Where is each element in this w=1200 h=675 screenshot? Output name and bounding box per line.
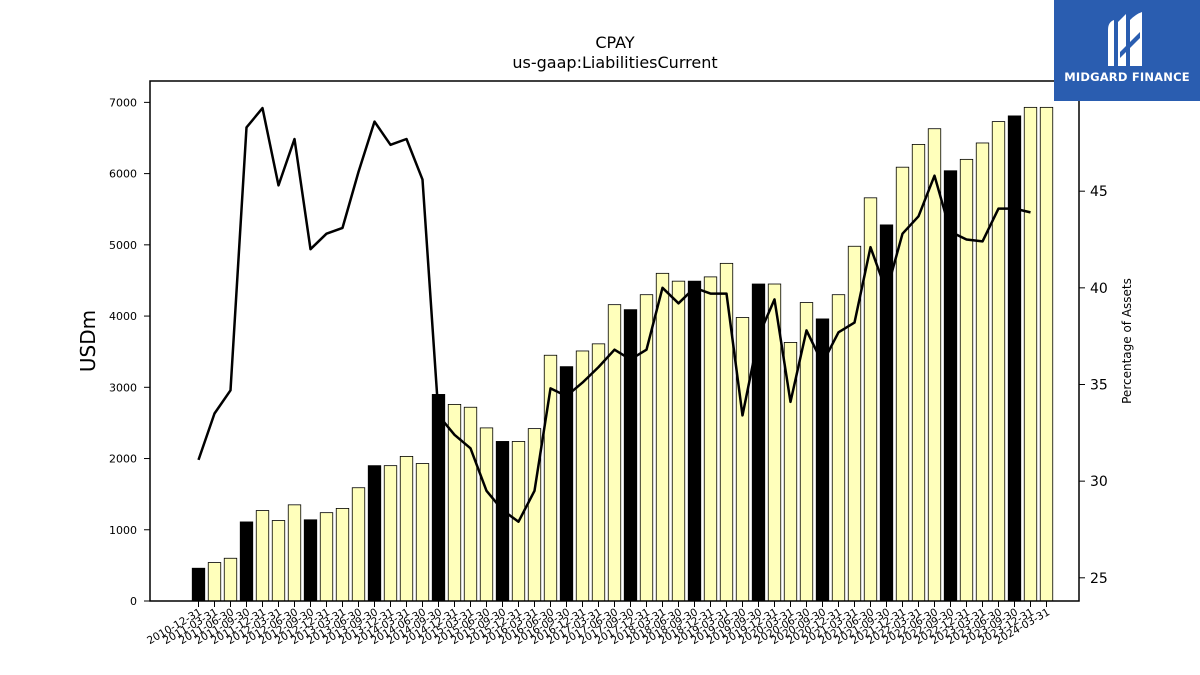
- bar-2019-03-31: [719, 262, 734, 602]
- y2-tick-label: 30: [1090, 474, 1108, 490]
- bar-2017-09-30: [623, 309, 638, 602]
- y-tick-label: 6000: [109, 168, 137, 181]
- x-axis: 2010-12-312011-03-312011-06-302011-09-30…: [145, 601, 1052, 647]
- bar-2014-03-31: [399, 455, 414, 602]
- brand-logo: MIDGARD FINANCE: [1054, 0, 1200, 101]
- bar-2013-03-31: [335, 507, 350, 602]
- bar-2012-06-30: [287, 504, 302, 602]
- bar-2015-03-31: [463, 406, 478, 602]
- y2-tick-label: 35: [1090, 377, 1108, 393]
- bar-2015-09-30: [495, 441, 510, 602]
- percentage-line: [197, 106, 1031, 523]
- bar-2013-09-30: [367, 465, 382, 602]
- bar-2014-09-30: [431, 394, 446, 602]
- bar-2012-12-31: [319, 512, 334, 602]
- y-axis-left: 0 1000 2000 3000 4000 5000 6000 7000: [109, 96, 150, 608]
- bar-2023-09-30: [1007, 115, 1022, 602]
- bar-2024-03-31: [1039, 106, 1054, 602]
- bar-2022-12-31: [959, 158, 974, 602]
- bar-2016-03-31: [527, 428, 542, 602]
- bar-2018-03-31: [655, 272, 670, 602]
- bar-2011-06-30: [223, 557, 238, 602]
- bar-2019-09-30: [751, 283, 766, 602]
- bar-2023-06-30: [991, 121, 1006, 602]
- bar-2023-03-31: [975, 142, 990, 602]
- bar-2011-09-30: [239, 521, 254, 602]
- bar-2018-12-31: [703, 276, 718, 602]
- brand-name: MIDGARD FINANCE: [1064, 70, 1190, 84]
- chart-title: CPAY: [595, 33, 635, 52]
- chart-subtitle: us-gaap:LiabilitiesCurrent: [512, 53, 717, 72]
- bar-2013-12-31: [383, 465, 398, 602]
- bar-2011-12-31: [255, 510, 270, 602]
- bar-2018-06-30: [671, 280, 686, 602]
- bar-2019-06-30: [735, 317, 750, 602]
- bar-2022-03-31: [911, 143, 926, 602]
- y-tick-label: 1000: [109, 524, 137, 537]
- bar-2022-06-30: [927, 128, 942, 602]
- y2-tick-label: 25: [1090, 571, 1108, 587]
- y2-axis-label: Percentage of Assets: [1120, 278, 1134, 404]
- bar-2017-03-31: [591, 343, 606, 602]
- bar-2016-12-31: [575, 350, 590, 602]
- bar-2017-12-31: [639, 294, 654, 602]
- bar-2015-06-30: [479, 427, 494, 602]
- bar-2010-12-31: [191, 567, 206, 602]
- bar-2018-09-30: [687, 280, 702, 602]
- y2-tick-label: 40: [1090, 281, 1108, 297]
- y-tick-label: 3000: [109, 381, 137, 394]
- bar-2014-06-30: [415, 463, 430, 602]
- y-tick-label: 0: [130, 595, 137, 608]
- y-tick-label: 7000: [109, 96, 137, 109]
- bar-2016-09-30: [559, 366, 574, 602]
- y-tick-label: 2000: [109, 453, 137, 466]
- y-tick-label: 4000: [109, 310, 137, 323]
- y-axis-right: 25 30 35 40 45: [1079, 184, 1108, 587]
- y2-tick-label: 45: [1090, 184, 1108, 200]
- bar-2012-09-30: [303, 519, 318, 602]
- midgard-logo-icon: [1108, 12, 1142, 66]
- bar-2023-12-31: [1023, 106, 1038, 602]
- bar-2012-03-31: [271, 520, 286, 602]
- bar-2011-03-31: [207, 562, 222, 602]
- y-tick-label: 5000: [109, 239, 137, 252]
- bar-2013-06-30: [351, 487, 366, 602]
- y-axis-label: USDm: [76, 310, 100, 372]
